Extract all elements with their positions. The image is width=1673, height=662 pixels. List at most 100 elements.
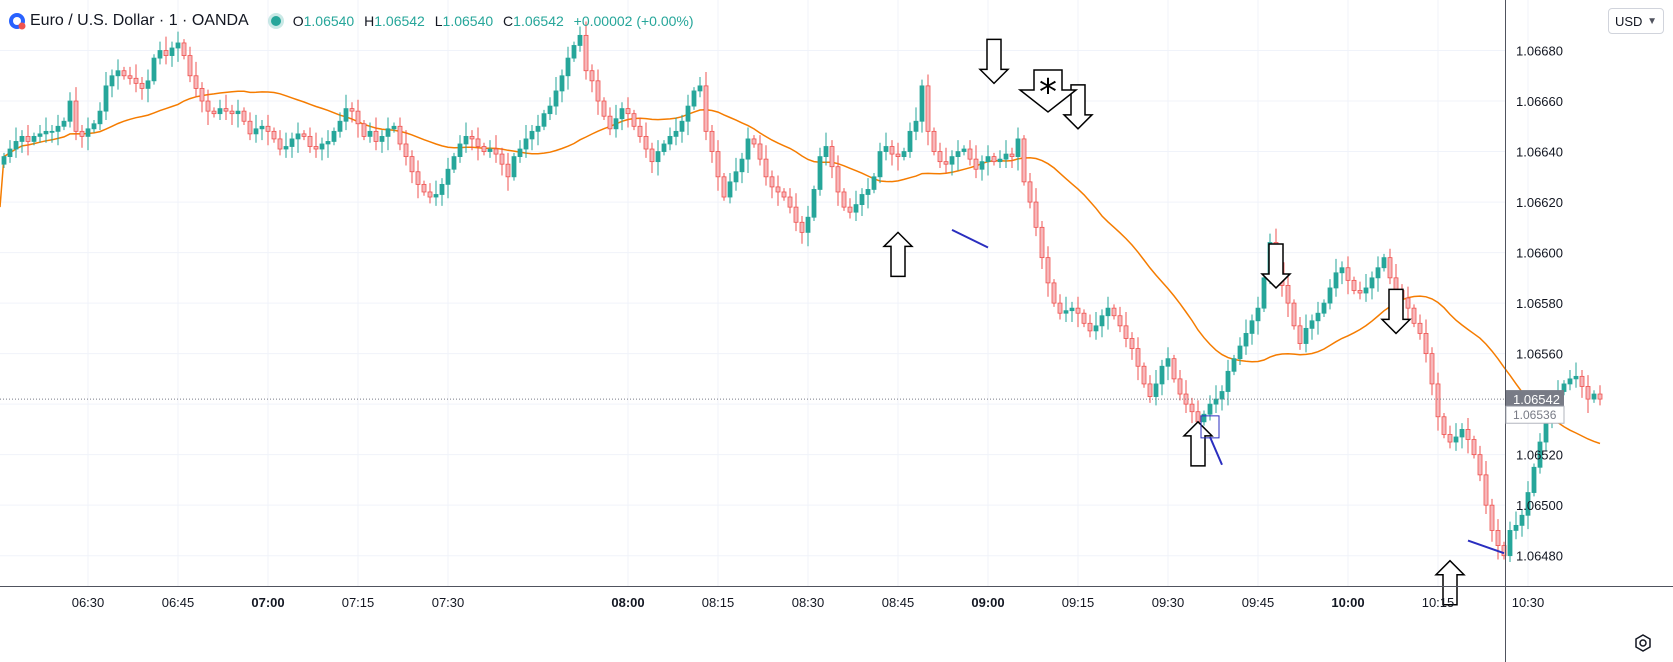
candle-down [403, 143, 409, 158]
candle-down [1183, 393, 1189, 405]
candle-down [1129, 338, 1135, 349]
arrow-down-icon[interactable] [1380, 288, 1412, 335]
candle-down [1111, 307, 1117, 317]
candle-up [679, 120, 685, 132]
currency-selector[interactable]: USD ▼ [1608, 8, 1664, 34]
candle-down [1195, 411, 1201, 423]
candle-down [625, 108, 631, 115]
candle-up [91, 123, 97, 130]
candle-down [775, 186, 781, 193]
candle-up [685, 105, 691, 122]
candle-down [1483, 474, 1489, 506]
candle-up [1243, 333, 1249, 347]
annotations-layer[interactable]: * [882, 38, 1505, 606]
candle-up [343, 108, 349, 122]
candle-up [739, 158, 745, 173]
candle-down [313, 146, 319, 150]
candle-up [1231, 358, 1237, 372]
x-tick-label: 09:45 [1242, 595, 1275, 610]
trend-line[interactable] [1209, 436, 1223, 466]
candle-down [1021, 138, 1027, 183]
candle-up [235, 110, 241, 115]
candle-down [211, 110, 217, 115]
candle-up [541, 113, 547, 127]
symbol-title[interactable]: Euro / U.S. Dollar · 1 · OANDA [30, 12, 249, 29]
candle-down [709, 130, 715, 152]
candle-down [1141, 365, 1147, 385]
candle-down [1351, 279, 1357, 291]
candle-up [97, 110, 103, 125]
open-value: 1.06540 [303, 13, 355, 29]
candle-down [1081, 312, 1087, 324]
candle-up [157, 50, 163, 59]
candle-up [1525, 492, 1531, 516]
arrow-down-icon[interactable] [1260, 243, 1292, 290]
candle-up [1513, 524, 1519, 531]
candle-down [1447, 434, 1453, 443]
candle-down [229, 110, 235, 115]
candle-up [487, 148, 493, 152]
candle-down [421, 183, 427, 193]
candle-down [751, 138, 757, 145]
candle-down [1075, 307, 1081, 314]
candle-down [1489, 504, 1495, 531]
arrow-up-icon[interactable] [1434, 559, 1466, 606]
trend-line[interactable] [951, 228, 989, 249]
candle-down [1135, 348, 1141, 367]
candle-up [697, 85, 703, 92]
candle-up [1213, 398, 1219, 405]
close-value: 1.06542 [513, 13, 564, 29]
arrow-up-icon[interactable] [1182, 420, 1214, 467]
candle-down [649, 148, 655, 163]
candle-down [1045, 257, 1051, 284]
x-tick-label: 07:15 [342, 595, 375, 610]
x-tick-label: 10:00 [1331, 595, 1364, 610]
candle-down [631, 113, 637, 127]
candle-down [703, 85, 709, 132]
candle-up [727, 181, 733, 198]
candle-up [1333, 272, 1339, 289]
candle-down [277, 138, 283, 150]
market-status-icon[interactable] [270, 16, 281, 26]
candle-down [1417, 322, 1423, 334]
candle-down [1405, 297, 1411, 309]
x-tick-label: 09:00 [971, 595, 1004, 610]
candle-down [205, 100, 211, 112]
candle-down [799, 221, 805, 233]
x-tick-label: 06:45 [162, 595, 195, 610]
candle-down [967, 148, 973, 160]
candle-down [1291, 302, 1297, 327]
trend-line[interactable] [1467, 539, 1505, 555]
candle-down [1057, 302, 1063, 314]
candle-down [409, 156, 415, 173]
candle-down [475, 138, 481, 147]
candle-up [613, 118, 619, 130]
candle-up [103, 85, 109, 112]
candle-up [511, 156, 517, 178]
candle-down [973, 158, 979, 170]
candle-up [391, 125, 397, 130]
candle-down [493, 148, 499, 155]
candle-up [85, 128, 91, 137]
candle-down [1285, 285, 1291, 304]
candle-down [1177, 378, 1183, 395]
candle-up [43, 130, 49, 135]
candle-up [1219, 391, 1225, 400]
candle-up [547, 105, 553, 115]
arrow-down-icon[interactable] [1062, 84, 1094, 130]
candle-up [331, 130, 337, 142]
candle-up [325, 141, 331, 145]
candle-down [841, 191, 847, 208]
asterisk-marker-icon[interactable] [1017, 69, 1079, 113]
chart-settings-button[interactable] [1632, 632, 1654, 654]
candle-down [1387, 257, 1393, 279]
candle-down [361, 123, 367, 137]
candle-up [1099, 315, 1105, 327]
candle-down [79, 130, 85, 137]
arrow-down-icon[interactable] [978, 38, 1010, 85]
candle-down [991, 156, 997, 163]
candle-up [733, 171, 739, 183]
arrow-up-icon[interactable] [882, 231, 914, 278]
